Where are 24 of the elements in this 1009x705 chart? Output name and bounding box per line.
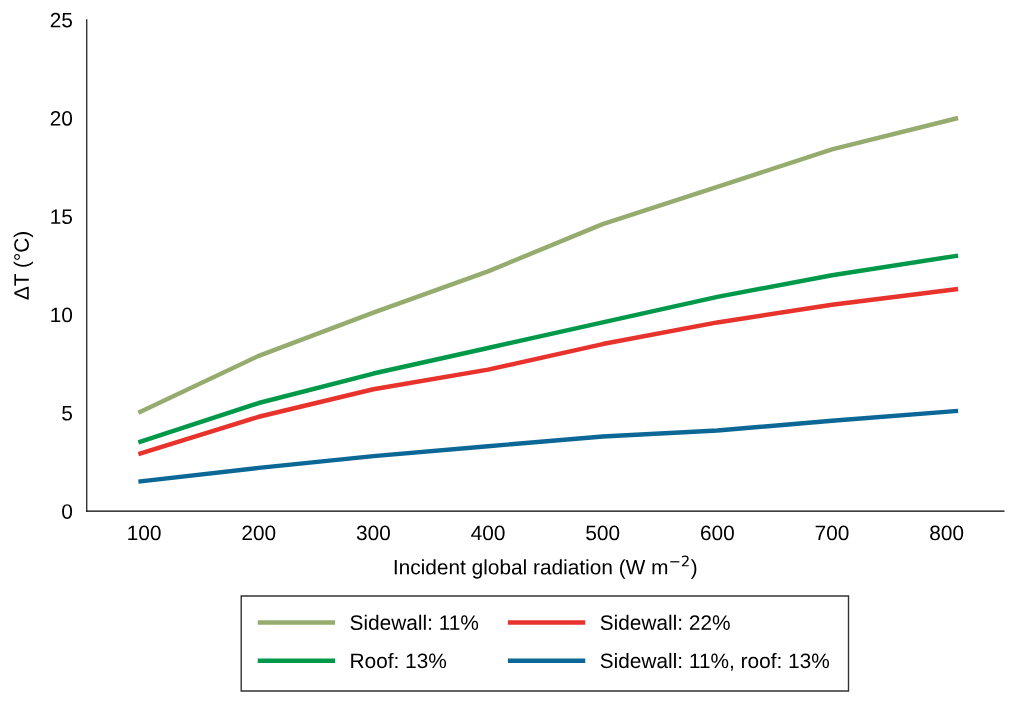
y-tick-label: 0 <box>62 504 73 519</box>
x-tick-label: 700 <box>815 525 849 541</box>
y-tick-label: 25 <box>50 12 73 28</box>
x-tick-label: 200 <box>242 525 276 541</box>
legend-label: Sidewall: 22% <box>600 614 730 631</box>
x-tick-label: 400 <box>471 525 505 541</box>
line-series <box>136 253 961 445</box>
x-tick-label: 100 <box>128 525 161 541</box>
legend-label: Sidewall: 11%, roof: 13% <box>600 652 830 671</box>
line-series <box>136 408 961 484</box>
x-axis-title: Incident global radiation (W m$^{−2}$) <box>394 555 697 579</box>
y-tick-label: 5 <box>62 406 73 421</box>
legend-label: Sidewall: 11% <box>350 614 479 631</box>
line-series <box>136 115 961 416</box>
x-tick-label: 500 <box>586 525 620 541</box>
line-series <box>136 286 961 457</box>
x-tick-label: 800 <box>930 525 964 541</box>
legend-label: Roof: 13% <box>351 652 447 669</box>
y-tick-label: 15 <box>51 209 73 225</box>
y-axis-title: ΔT (°C) <box>13 232 34 300</box>
y-tick-label: 20 <box>50 111 73 126</box>
x-tick-label: 600 <box>701 525 734 541</box>
y-tick-label: 10 <box>51 307 73 323</box>
x-tick-label: 300 <box>356 525 390 541</box>
